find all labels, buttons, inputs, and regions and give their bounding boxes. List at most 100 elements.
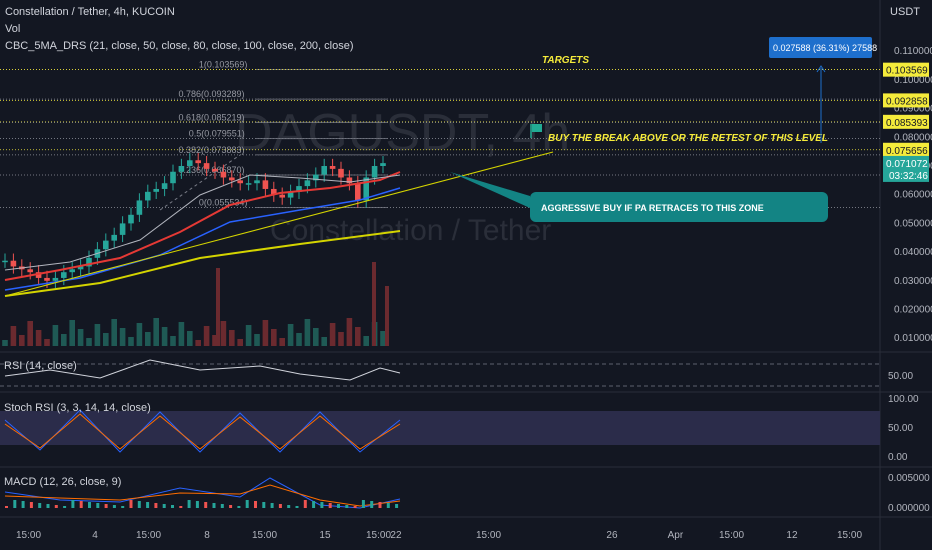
candle-body: [203, 163, 210, 169]
candle-body: [380, 163, 386, 166]
indicator-label[interactable]: CBC_5MA_DRS (21, close, 50, close, 80, c…: [5, 40, 354, 52]
volume-bar: [119, 328, 126, 346]
volume-bar: [346, 318, 353, 346]
price-axis-tick: 0.110000: [894, 46, 932, 57]
macd-axis-tick: 0.000000: [888, 503, 930, 514]
volume-bar: [170, 336, 176, 346]
macd-histogram-bar: [88, 502, 91, 508]
volume-bar: [321, 337, 327, 346]
macd-axis-tick: 0.005000: [888, 473, 930, 484]
stoch-band: [0, 411, 880, 445]
macd-histogram-bar: [179, 506, 183, 508]
time-axis-tick: 8: [204, 530, 210, 541]
macd-label[interactable]: MACD (12, 26, close, 9): [4, 476, 122, 488]
targets-label: TARGETS: [542, 55, 589, 66]
stoch-d-line: [4, 413, 401, 450]
volume-bar: [52, 325, 59, 346]
volume-bar: [69, 320, 75, 346]
volume-bar: [203, 326, 210, 346]
macd-histogram-bar: [96, 503, 100, 508]
volume-bar: [61, 334, 67, 346]
candle-body: [170, 171, 176, 184]
time-axis-tick: 15:00: [837, 530, 862, 541]
rsi-label[interactable]: RSI (14, close): [4, 360, 77, 372]
measure-box: [769, 37, 872, 58]
volume-bar: [145, 332, 151, 346]
target-price-label: 0.103569: [886, 66, 928, 77]
watermark-symbol: DAGUSDT, 4h: [235, 104, 570, 162]
volume-bar: [103, 333, 109, 346]
candle-body: [119, 223, 126, 235]
candle-body: [103, 240, 109, 250]
macd-histogram-bar: [287, 505, 291, 508]
candle-body: [262, 180, 269, 189]
target-price-label: 0.092858: [886, 96, 928, 107]
target-price-label: 0.075656: [886, 146, 928, 157]
time-axis-tick: Apr: [668, 530, 684, 541]
candle-body: [145, 191, 151, 201]
rsi-axis-tick: 50.00: [888, 371, 913, 382]
macd-histogram-bar: [195, 501, 199, 508]
candle-body: [136, 200, 143, 215]
time-axis-tick: 15:00: [719, 530, 744, 541]
fib-level-label: 0.786(0.093289): [179, 89, 245, 99]
symbol-title[interactable]: Constellation / Tether, 4h, KUCOIN: [5, 6, 175, 18]
macd-histogram-bar: [137, 501, 141, 508]
volume-bar: [262, 320, 269, 346]
candle-body: [52, 277, 59, 281]
candle-body: [187, 160, 193, 166]
candle-body: [363, 177, 369, 201]
candle-body: [245, 183, 252, 185]
target-price-box: [883, 62, 929, 77]
candle-body: [27, 269, 33, 273]
macd-histogram-bar: [54, 505, 58, 508]
macd-histogram-bar: [187, 500, 191, 508]
time-axis-tick: 15: [319, 530, 331, 541]
macd-histogram-bar: [154, 503, 158, 508]
time-axis-tick: 4: [92, 530, 98, 541]
buy-break-label: BUY THE BREAK ABOVE OR THE RETEST OF THI…: [548, 133, 828, 144]
macd-histogram-bar: [278, 504, 282, 508]
candle-body: [161, 183, 168, 189]
volume-bar: [279, 338, 285, 346]
macd-histogram-bar: [378, 502, 382, 508]
stoch-rsi-label[interactable]: Stoch RSI (3, 3, 14, 14, close): [4, 402, 151, 414]
volume-bar: [153, 318, 159, 346]
volume-bar: [313, 328, 319, 346]
macd-histogram-bar: [21, 501, 25, 508]
macd-histogram-bar: [212, 503, 216, 508]
price-axis-tick: 0.030000: [894, 276, 932, 287]
volume-spike: [385, 286, 389, 346]
price-axis-tick: 0.050000: [894, 218, 932, 229]
macd-histogram-bar: [337, 504, 340, 508]
macd-histogram-bar: [395, 504, 399, 508]
macd-histogram-bar: [121, 506, 125, 508]
volume-bar: [128, 337, 134, 346]
macd-histogram-bar: [262, 502, 266, 508]
fib-level-label: 1(0.103569): [199, 60, 248, 70]
aggressive-callout-label: AGGRESSIVE BUY IF PA RETRACES TO THIS ZO…: [541, 203, 764, 213]
fib-level-label: 0(0.055534): [199, 198, 248, 208]
target-price-box: [883, 142, 929, 157]
currency-label: USDT: [890, 6, 920, 18]
time-axis-tick: 15:00: [366, 530, 391, 541]
volume-bar: [2, 340, 8, 346]
candle-body: [128, 214, 134, 224]
volume-label[interactable]: Vol: [5, 23, 21, 35]
macd-histogram-bar: [320, 502, 324, 508]
candle-body: [220, 171, 227, 178]
candle-body: [338, 168, 344, 178]
candle-body: [371, 166, 378, 178]
stoch-axis-tick: 100.00: [888, 394, 919, 405]
volume-bar: [271, 329, 277, 346]
candle-body: [61, 272, 67, 278]
time-axis-tick: 15:00: [476, 530, 501, 541]
macd-histogram-bar: [270, 503, 274, 508]
macd-histogram-bar: [386, 503, 390, 508]
macd-histogram-bar: [204, 502, 208, 508]
fib-level-label: 0.5(0.079551): [189, 129, 245, 139]
ma-line-yellow: [4, 230, 401, 297]
volume-bar: [212, 335, 218, 346]
time-axis-tick: 12: [786, 530, 798, 541]
